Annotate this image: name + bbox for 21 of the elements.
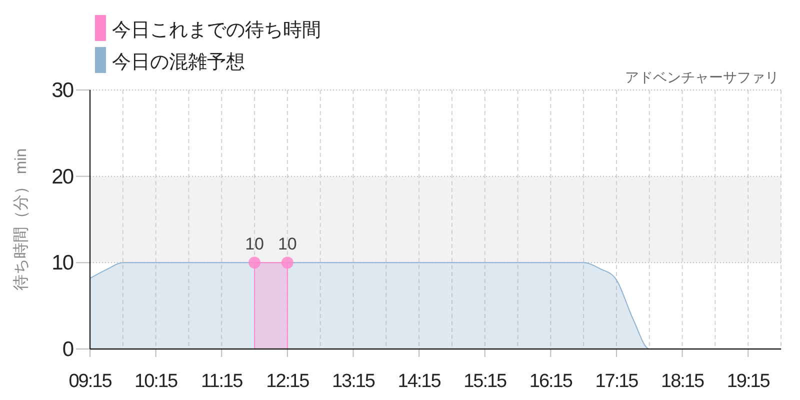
- x-tick-label: 12:15: [266, 371, 310, 392]
- x-tick-label: 13:15: [332, 371, 375, 392]
- y-tick-label: 20: [52, 165, 74, 188]
- x-tick-label: 19:15: [726, 371, 770, 392]
- x-tick-label: 17:15: [595, 371, 638, 392]
- data-label: 10: [245, 234, 264, 254]
- y-tick-label: 30: [52, 79, 74, 102]
- x-tick-label: 10:15: [134, 371, 178, 392]
- x-tick-label: 15:15: [464, 371, 507, 392]
- chart-title: アドベンチャーサファリ: [625, 69, 779, 85]
- legend-label: 今日これまでの待ち時間: [112, 20, 321, 41]
- x-tick-label: 16:15: [529, 371, 572, 392]
- y-axis-title: 待ち時間（分） min: [12, 148, 30, 291]
- x-tick-label: 14:15: [398, 371, 441, 392]
- x-tick-label: 18:15: [661, 371, 704, 392]
- x-tick-label: 11:15: [201, 371, 243, 392]
- y-tick-label: 10: [52, 252, 74, 275]
- y-tick-label: 0: [62, 338, 74, 361]
- data-label: 10: [278, 234, 297, 254]
- legend-label: 今日の混雑予想: [112, 52, 245, 73]
- x-tick-label: 09:15: [68, 371, 112, 392]
